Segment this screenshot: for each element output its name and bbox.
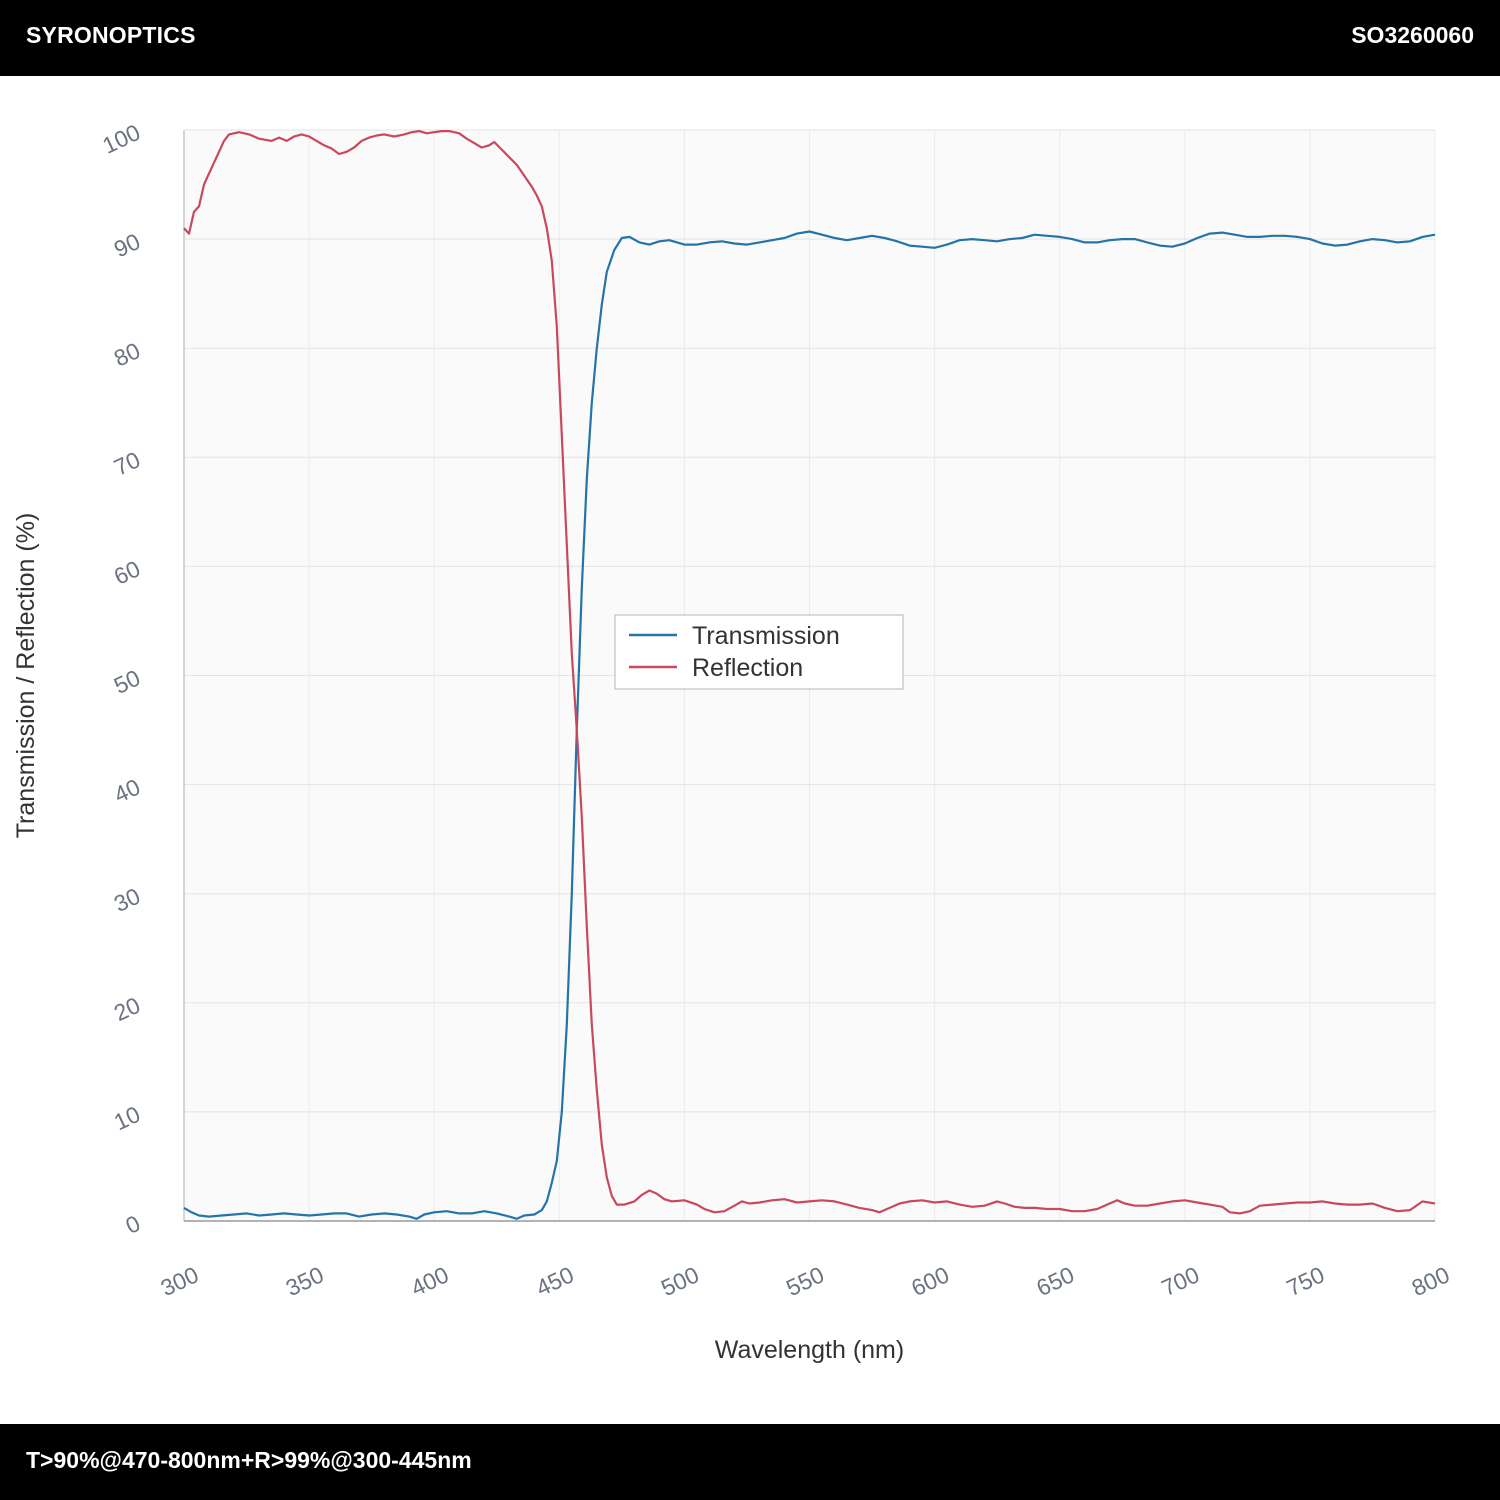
x-tick-label: 750 [1283,1261,1329,1301]
y-tick-label: 70 [110,446,144,480]
header-bar: SYRONOPTICS SO3260060 [0,0,1500,76]
brand-name: SYRONOPTICS [26,22,196,48]
legend-label-transmission: Transmission [692,622,840,650]
y-tick-label: 10 [110,1101,144,1135]
x-tick-label: 600 [907,1261,953,1301]
y-tick-label: 20 [110,992,144,1026]
x-tick-label: 650 [1032,1261,1078,1301]
x-tick-label: 500 [657,1261,703,1301]
legend: Transmission Reflection [614,614,904,690]
series-line-reflection [183,130,1436,1215]
x-tick-label: 700 [1157,1261,1203,1301]
y-tick-label: 80 [110,337,144,371]
x-axis-title: Wavelength (nm) [715,1336,904,1364]
y-tick-label: 30 [110,883,144,917]
y-tick-label: 100 [98,119,144,159]
x-tick-label: 550 [782,1261,828,1301]
x-tick-label: 450 [532,1261,578,1301]
x-tick-label: 300 [157,1261,203,1301]
y-tick-label: 40 [110,774,144,808]
y-tick-label: 50 [110,664,144,698]
y-tick-label: 0 [122,1210,145,1239]
x-tick-label: 800 [1408,1261,1454,1301]
legend-label-reflection: Reflection [692,654,803,682]
series-line-transmission [183,230,1436,1220]
x-tick-label: 400 [407,1261,453,1301]
spec-text: T>90%@470-800nm+R>99%@300-445nm [26,1447,472,1473]
axes [183,130,1435,1222]
y-tick-label: 60 [110,555,144,589]
legend-box [614,614,904,690]
series-lines [183,130,1436,1220]
y-axis-title: Transmission / Reflection (%) [12,513,40,839]
y-tick-label: 90 [110,228,144,262]
footer-bar: T>90%@470-800nm+R>99%@300-445nm [0,1424,1500,1500]
part-number: SO3260060 [1351,22,1474,48]
x-tick-label: 350 [282,1261,328,1301]
